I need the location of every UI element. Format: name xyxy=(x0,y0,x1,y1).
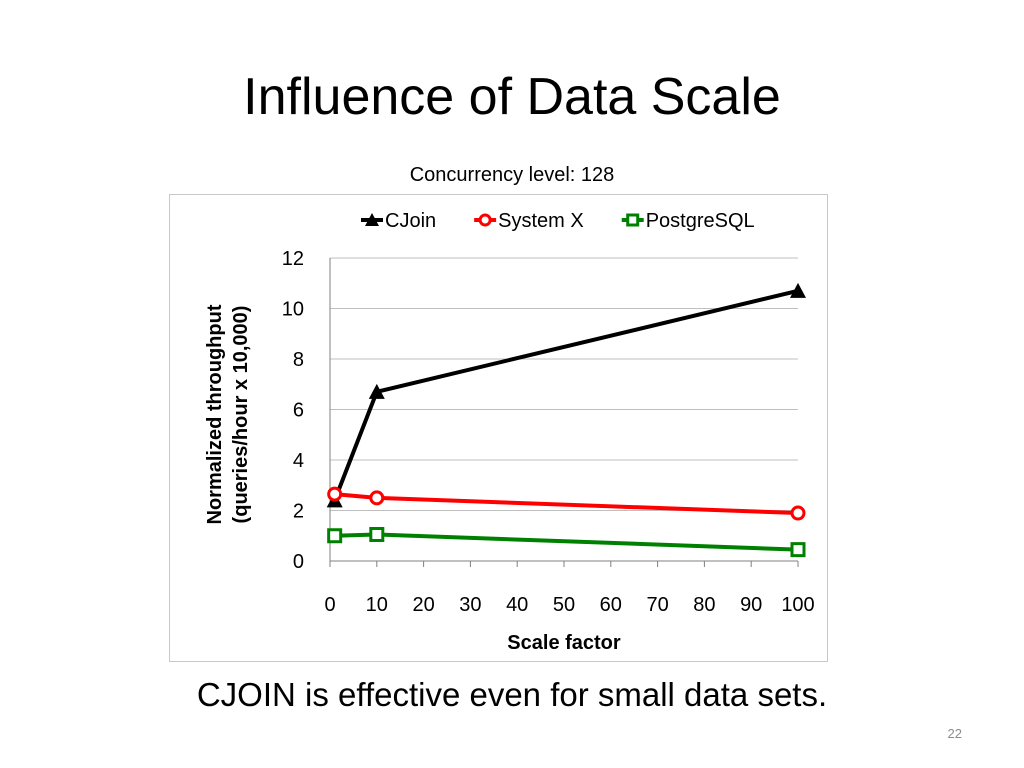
slide-footer-text: CJOIN is effective even for small data s… xyxy=(196,676,828,713)
axes xyxy=(329,258,799,567)
y-axis-label-line1: Normalized throughput xyxy=(204,304,226,524)
x-tick-label-60: 60 xyxy=(600,594,622,616)
legend-label-postgresql: PostgreSQL xyxy=(646,210,755,232)
legend-marker-system-x xyxy=(478,213,492,227)
x-tick-label-30: 30 xyxy=(459,594,481,616)
data-point-cjoin-10 xyxy=(368,383,385,399)
x-tick-label-0: 0 xyxy=(324,594,335,616)
y-tick-label-12: 12 xyxy=(282,248,304,270)
y-tick-label-0: 0 xyxy=(293,551,304,573)
y-tick-label-2: 2 xyxy=(293,501,304,523)
data-point-cjoin-100 xyxy=(790,282,806,298)
y-tick-labels: 0 2 4 6 8 10 12 xyxy=(282,248,304,573)
legend-marker-cjoin xyxy=(365,213,379,226)
x-tick-label-20: 20 xyxy=(412,594,434,616)
data-point-system-x-100 xyxy=(790,505,806,521)
x-tick-label-80: 80 xyxy=(693,594,715,616)
y-tick-label-6: 6 xyxy=(293,400,304,422)
x-tick-label-70: 70 xyxy=(646,594,668,616)
data-point-postgresql-1 xyxy=(327,528,343,544)
y-axis-label-line2: (queries/hour x 10,000) xyxy=(230,306,252,524)
x-tick-label-50: 50 xyxy=(553,594,575,616)
y-tick-label-10: 10 xyxy=(282,299,304,321)
data-point-postgresql-100 xyxy=(790,542,806,558)
page-number: 22 xyxy=(947,726,962,741)
x-axis-label: Scale factor xyxy=(507,632,621,654)
data-point-postgresql-10 xyxy=(369,526,385,542)
x-tick-labels: 0 10 20 30 40 50 60 70 80 90 100 xyxy=(324,594,814,616)
x-tick-label-90: 90 xyxy=(740,594,762,616)
data-point-system-x-10 xyxy=(369,490,385,506)
chart-legend: CJoin System X PostgreSQL xyxy=(361,210,755,232)
chart-frame xyxy=(169,194,828,662)
slide-title: Influence of Data Scale xyxy=(243,68,781,126)
legend-label-system-x: System X xyxy=(498,210,584,232)
y-tick-label-8: 8 xyxy=(293,349,304,371)
y-tick-label-4: 4 xyxy=(293,450,304,472)
series-line-postgresql xyxy=(334,532,799,552)
series-markers xyxy=(326,282,806,558)
legend-marker-postgresql xyxy=(626,213,640,227)
chart-title: Concurrency level: 128 xyxy=(409,164,615,186)
series-line-cjoin xyxy=(332,288,799,502)
x-tick-label-100: 100 xyxy=(781,594,814,616)
x-tick-label-10: 10 xyxy=(366,594,388,616)
legend-label-cjoin: CJoin xyxy=(385,210,436,232)
line-chart: CJoin System X PostgreSQL 0 2 4 6 8 10 12 0 10 20 3… xyxy=(204,210,815,654)
x-tick-label-40: 40 xyxy=(506,594,528,616)
data-point-system-x-1 xyxy=(327,486,343,502)
